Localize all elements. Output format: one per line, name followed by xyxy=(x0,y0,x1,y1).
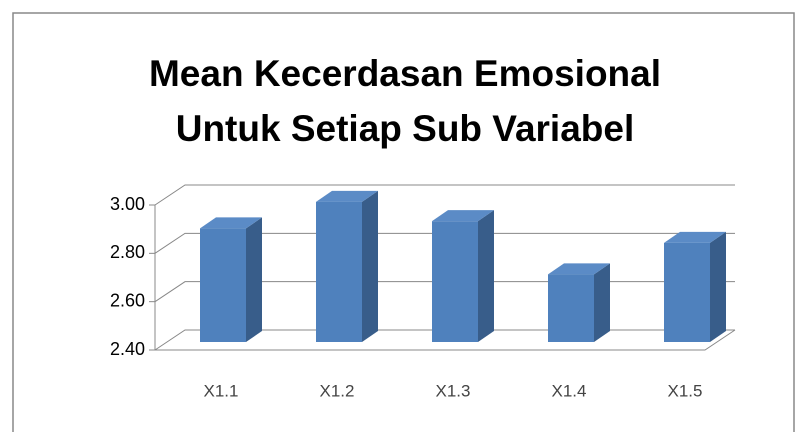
chart-title: Untuk Setiap Sub Variabel xyxy=(176,108,635,149)
x-tick-label: X1.2 xyxy=(320,381,355,400)
x-tick-label: X1.4 xyxy=(552,381,587,400)
floor-edge xyxy=(155,329,736,351)
x-tick-label: X1.3 xyxy=(436,381,471,400)
chart-frame xyxy=(12,12,795,432)
bar-top xyxy=(664,231,726,243)
grid-line xyxy=(154,184,735,206)
x-tick-label: X1.1 xyxy=(204,381,239,400)
bar-side xyxy=(710,231,726,342)
bar-front xyxy=(316,201,362,342)
grid-line xyxy=(154,232,735,254)
bar xyxy=(316,190,378,342)
bar-front xyxy=(432,221,478,342)
bar-front xyxy=(548,274,594,342)
bar-front xyxy=(200,228,246,342)
y-tick-label: 2.40 xyxy=(110,339,145,359)
bar-side xyxy=(478,210,494,342)
bar xyxy=(664,231,726,342)
bar xyxy=(432,210,494,342)
bar-side xyxy=(362,190,378,342)
bar-top xyxy=(316,190,378,202)
y-tick-label: 2.80 xyxy=(110,242,145,262)
bar-side xyxy=(246,217,262,342)
bar-side xyxy=(594,263,610,342)
bar-front xyxy=(664,242,710,342)
x-tick-label: X1.5 xyxy=(668,381,703,400)
y-tick-label: 2.60 xyxy=(110,290,145,310)
bar-top xyxy=(432,210,494,222)
y-tick-label: 3.00 xyxy=(110,194,145,214)
bar xyxy=(548,263,610,342)
bar-top xyxy=(548,263,610,275)
bar-top xyxy=(200,217,262,229)
bar xyxy=(200,217,262,342)
chart-title: Mean Kecerdasan Emosional xyxy=(149,53,661,94)
